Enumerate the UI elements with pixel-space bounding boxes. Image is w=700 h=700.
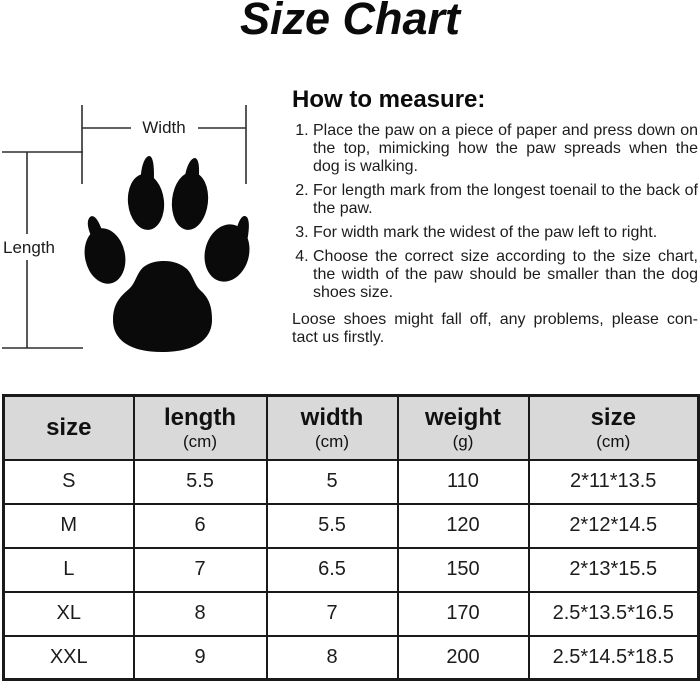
- cell-width: 8: [265, 634, 399, 681]
- cell-length: 7: [132, 546, 268, 593]
- table-row-xl: XL 8 7 170 2.5*13.5*16.5: [2, 590, 700, 637]
- cell-length: 5.5: [132, 458, 268, 505]
- cell-shoe-size: 2.5*14.5*18.5: [527, 634, 700, 681]
- cell-shoe-size: 2.5*13.5*16.5: [527, 590, 700, 637]
- measure-step-2: For length mark from the longest toenail…: [313, 182, 698, 218]
- width-measure-line: [81, 105, 247, 184]
- column-header-length: length (cm): [132, 394, 268, 461]
- loose-shoes-note: Loose shoes might fall off, any problems…: [292, 311, 698, 346]
- measure-steps-list: Place the paw on a piece of paper and pr…: [292, 122, 698, 302]
- table-row-xxl: XXL 9 8 200 2.5*14.5*18.5: [2, 634, 700, 681]
- cell-length: 9: [132, 634, 268, 681]
- measure-step-3: For width mark the widest of the paw lef…: [313, 224, 698, 242]
- cell-shoe-size: 2*13*15.5: [527, 546, 700, 593]
- page-title: Size Chart: [239, 0, 461, 44]
- width-label: Width: [142, 118, 186, 137]
- cell-shoe-size: 2*11*13.5: [527, 458, 700, 505]
- paw-measurement-diagram: Width Length: [0, 95, 290, 370]
- cell-weight: 170: [396, 590, 530, 637]
- column-header-weight: weight (g): [396, 394, 530, 461]
- column-header-width: width (cm): [265, 394, 399, 461]
- cell-size: XXL: [2, 634, 135, 681]
- cell-length: 6: [132, 502, 268, 549]
- table-row-m: M 6 5.5 120 2*12*14.5: [2, 502, 700, 549]
- cell-width: 6.5: [265, 546, 399, 593]
- cell-width: 5: [265, 458, 399, 505]
- cell-size: M: [2, 502, 135, 549]
- cell-width: 5.5: [265, 502, 399, 549]
- header-row: size length (cm) width (cm) weight (g) s…: [2, 394, 700, 461]
- column-header-shoe-size: size (cm): [527, 394, 700, 461]
- how-to-measure-section: How to measure: Place the paw on a piece…: [292, 86, 698, 347]
- cell-size: S: [2, 458, 135, 505]
- measure-step-4: Choose the correct size according to the…: [313, 248, 698, 302]
- cell-shoe-size: 2*12*14.5: [527, 502, 700, 549]
- table-row-l: L 7 6.5 150 2*13*15.5: [2, 546, 700, 593]
- cell-width: 7: [265, 590, 399, 637]
- measure-step-1: Place the paw on a piece of paper and pr…: [313, 122, 698, 176]
- column-header-size: size: [2, 394, 135, 461]
- paw-print-icon: [2, 105, 250, 352]
- cell-size: XL: [2, 590, 135, 637]
- cell-weight: 120: [396, 502, 530, 549]
- cell-weight: 110: [396, 458, 530, 505]
- paw-print-shape: [84, 156, 250, 352]
- length-label: Length: [3, 238, 55, 257]
- cell-weight: 150: [396, 546, 530, 593]
- size-table-body: S 5.5 5 110 2*11*13.5 M 6 5.5 120 2*12*1…: [2, 458, 700, 681]
- size-table-header: size length (cm) width (cm) weight (g) s…: [2, 394, 700, 461]
- length-measure-line: [2, 151, 83, 349]
- cell-size: L: [2, 546, 135, 593]
- cell-weight: 200: [396, 634, 530, 681]
- size-table: size length (cm) width (cm) weight (g) s…: [2, 394, 700, 681]
- cell-length: 8: [132, 590, 268, 637]
- table-row-s: S 5.5 5 110 2*11*13.5: [2, 458, 700, 505]
- how-to-measure-heading: How to measure:: [292, 86, 486, 113]
